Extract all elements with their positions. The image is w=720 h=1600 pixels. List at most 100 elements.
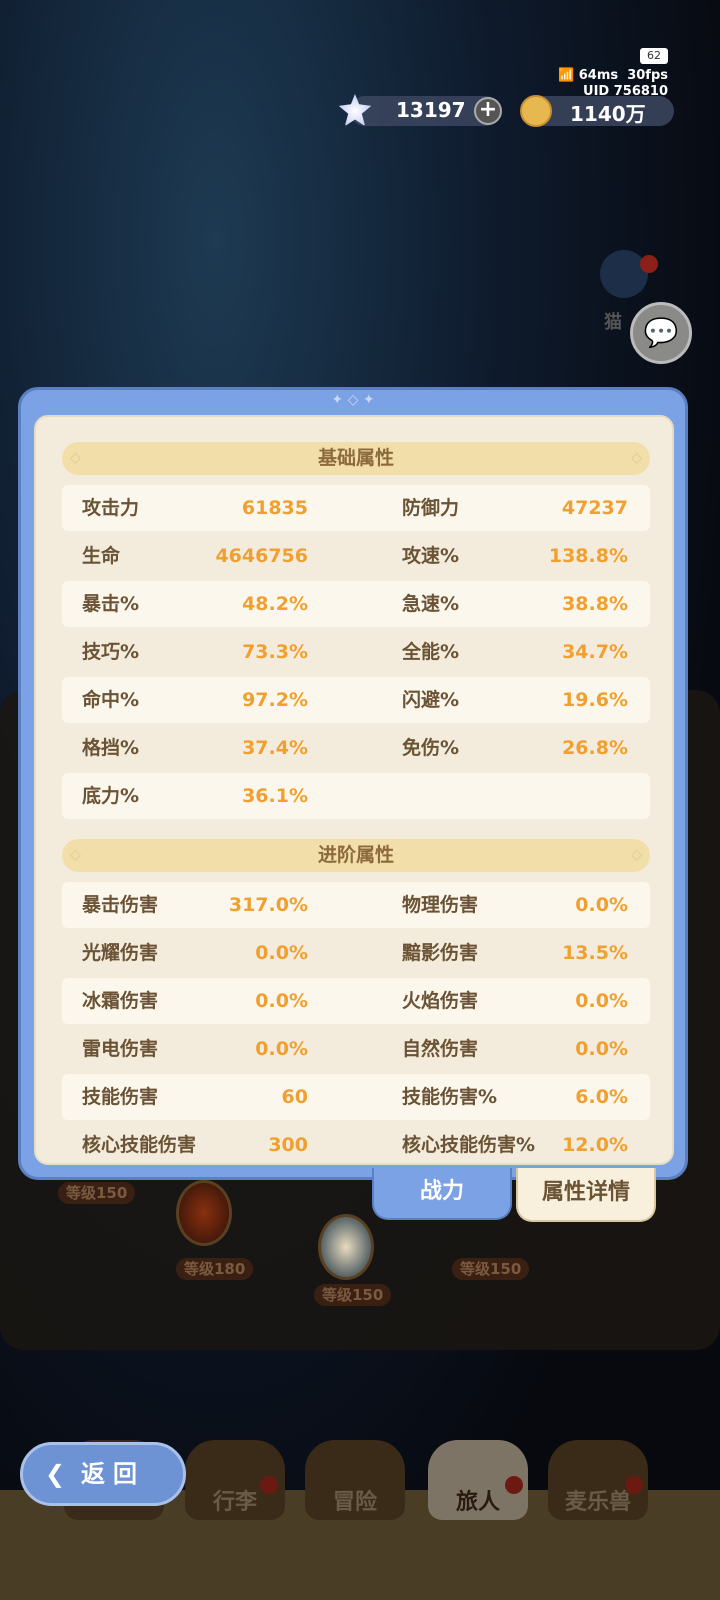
- attribute-value: 138.8%: [548, 545, 628, 567]
- attribute-value: 48.2%: [242, 593, 308, 615]
- attribute-value: 61835: [241, 497, 308, 519]
- attribute-row: 技巧% 73.3% 全能% 34.7%: [62, 629, 650, 675]
- notification-dot: [505, 1476, 523, 1494]
- gold-count: 1140万: [570, 102, 646, 126]
- attribute-row: 光耀伤害 0.0% 黯影伤害 13.5%: [62, 930, 650, 976]
- wifi-icon: 📶: [558, 68, 575, 83]
- side-menu-label: 猫: [604, 312, 622, 333]
- attribute-value: 0.0%: [575, 1038, 628, 1060]
- cat-menu-icon[interactable]: [600, 250, 648, 298]
- network-status: 📶 64ms 30fps: [558, 68, 668, 83]
- battery-indicator: 62: [640, 48, 668, 64]
- attribute-label: 全能%: [402, 641, 460, 663]
- attribute-value: 12.0%: [562, 1134, 628, 1156]
- uid-label: UID 756810: [583, 84, 668, 99]
- attribute-label: 底力%: [82, 785, 140, 807]
- advanced-attributes-header: ◇ 进阶属性 ◇: [62, 839, 650, 872]
- attribute-row: 技能伤害 60 技能伤害% 6.0%: [62, 1074, 650, 1120]
- notification-dot: [260, 1476, 278, 1494]
- notification-dot: [625, 1476, 643, 1494]
- ornament-icon: ✦ ◇ ✦: [331, 392, 375, 408]
- attribute-value: 6.0%: [575, 1086, 628, 1108]
- attribute-value: 0.0%: [575, 990, 628, 1012]
- basic-attributes-header: ◇ 基础属性 ◇: [62, 442, 650, 475]
- attribute-label: 急速%: [402, 593, 460, 615]
- diamond-icon: ◇: [70, 450, 81, 466]
- attribute-value: 36.1%: [242, 785, 308, 807]
- diamond-icon: ◇: [631, 450, 642, 466]
- attribute-value: 13.5%: [562, 942, 628, 964]
- attribute-value: 4646756: [215, 545, 308, 567]
- attribute-value: 0.0%: [575, 894, 628, 916]
- back-button[interactable]: ❮ 返回: [20, 1442, 186, 1506]
- attribute-value: 73.3%: [242, 641, 308, 663]
- notification-dot: [640, 255, 658, 273]
- attribute-value: 26.8%: [562, 737, 628, 759]
- attribute-value: 317.0%: [228, 894, 308, 916]
- attribute-label: 免伤%: [402, 737, 460, 759]
- level-badge: 等级150: [58, 1182, 136, 1204]
- attribute-value: 37.4%: [242, 737, 308, 759]
- attribute-label: 防御力: [402, 497, 460, 519]
- attribute-row: 命中% 97.2% 闪避% 19.6%: [62, 677, 650, 723]
- attribute-value: 0.0%: [255, 990, 308, 1012]
- attribute-value: 34.7%: [562, 641, 628, 663]
- tab-attribute-details[interactable]: 属性详情: [516, 1168, 656, 1222]
- attribute-value: 19.6%: [562, 689, 628, 711]
- attribute-row: 生命 4646756 攻速% 138.8%: [62, 533, 650, 579]
- level-badge: 等级150: [314, 1284, 392, 1306]
- attribute-row: 底力% 36.1%: [62, 773, 650, 819]
- attribute-label: 黯影伤害: [402, 942, 479, 964]
- attributes-panel: ✦ ◇ ✦ ◇ 基础属性 ◇ 攻击力 61835 防御力 47237 生命 4646756 攻速…: [18, 387, 688, 1180]
- attribute-label: 技能伤害: [82, 1086, 159, 1108]
- skill-node[interactable]: [318, 1214, 374, 1280]
- attribute-value: 38.8%: [562, 593, 628, 615]
- attribute-label: 技巧%: [82, 641, 140, 663]
- add-gems-button[interactable]: +: [474, 97, 502, 125]
- attribute-label: 冰霜伤害: [82, 990, 159, 1012]
- level-badge: 等级180: [176, 1258, 254, 1280]
- attribute-row: 暴击伤害 317.0% 物理伤害 0.0%: [62, 882, 650, 928]
- attribute-label: 攻击力: [82, 497, 140, 519]
- attribute-label: 技能伤害%: [402, 1086, 498, 1108]
- attribute-label: 暴击伤害: [82, 894, 159, 916]
- gem-count: 13197: [396, 98, 466, 122]
- attribute-value: 47237: [561, 497, 628, 519]
- attribute-row: 核心技能伤害 300 核心技能伤害% 12.0%: [62, 1122, 650, 1163]
- level-badge: 等级150: [452, 1258, 530, 1280]
- tab-power[interactable]: 战力: [372, 1168, 512, 1220]
- attribute-label: 格挡%: [82, 737, 140, 759]
- attribute-row: 攻击力 61835 防御力 47237: [62, 485, 650, 531]
- attribute-value: 0.0%: [255, 942, 308, 964]
- attribute-row: 格挡% 37.4% 免伤% 26.8%: [62, 725, 650, 771]
- attribute-value: 60: [281, 1086, 308, 1108]
- attribute-value: 300: [268, 1134, 308, 1156]
- attribute-label: 暴击%: [82, 593, 140, 615]
- attribute-label: 火焰伤害: [402, 990, 479, 1012]
- attribute-row: 冰霜伤害 0.0% 火焰伤害 0.0%: [62, 978, 650, 1024]
- attribute-value: 97.2%: [242, 689, 308, 711]
- attribute-label: 自然伤害: [402, 1038, 479, 1060]
- attribute-label: 雷电伤害: [82, 1038, 159, 1060]
- diamond-icon: ◇: [631, 847, 642, 863]
- gold-bar: [530, 96, 674, 126]
- attribute-label: 物理伤害: [402, 894, 479, 916]
- gold-coin-icon: [520, 95, 552, 127]
- attribute-value: 0.0%: [255, 1038, 308, 1060]
- chat-button[interactable]: 💬: [630, 302, 692, 364]
- attributes-list[interactable]: ◇ 基础属性 ◇ 攻击力 61835 防御力 47237 生命 4646756 攻速% 138.8…: [34, 415, 674, 1165]
- attribute-label: 命中%: [82, 689, 140, 711]
- nav-item-adventure[interactable]: 冒险: [305, 1440, 405, 1520]
- diamond-icon: ◇: [70, 847, 81, 863]
- attribute-label: 攻速%: [402, 545, 460, 567]
- attribute-label: 核心技能伤害%: [402, 1134, 536, 1156]
- attribute-label: 生命: [82, 545, 121, 567]
- chat-bubble-icon: 💬: [643, 316, 679, 349]
- attribute-label: 光耀伤害: [82, 942, 159, 964]
- skill-node[interactable]: [176, 1180, 232, 1246]
- attribute-label: 闪避%: [402, 689, 460, 711]
- back-arrow-icon: ❮: [45, 1460, 66, 1488]
- attribute-row: 暴击% 48.2% 急速% 38.8%: [62, 581, 650, 627]
- attribute-label: 核心技能伤害: [82, 1134, 197, 1156]
- attribute-row: 雷电伤害 0.0% 自然伤害 0.0%: [62, 1026, 650, 1072]
